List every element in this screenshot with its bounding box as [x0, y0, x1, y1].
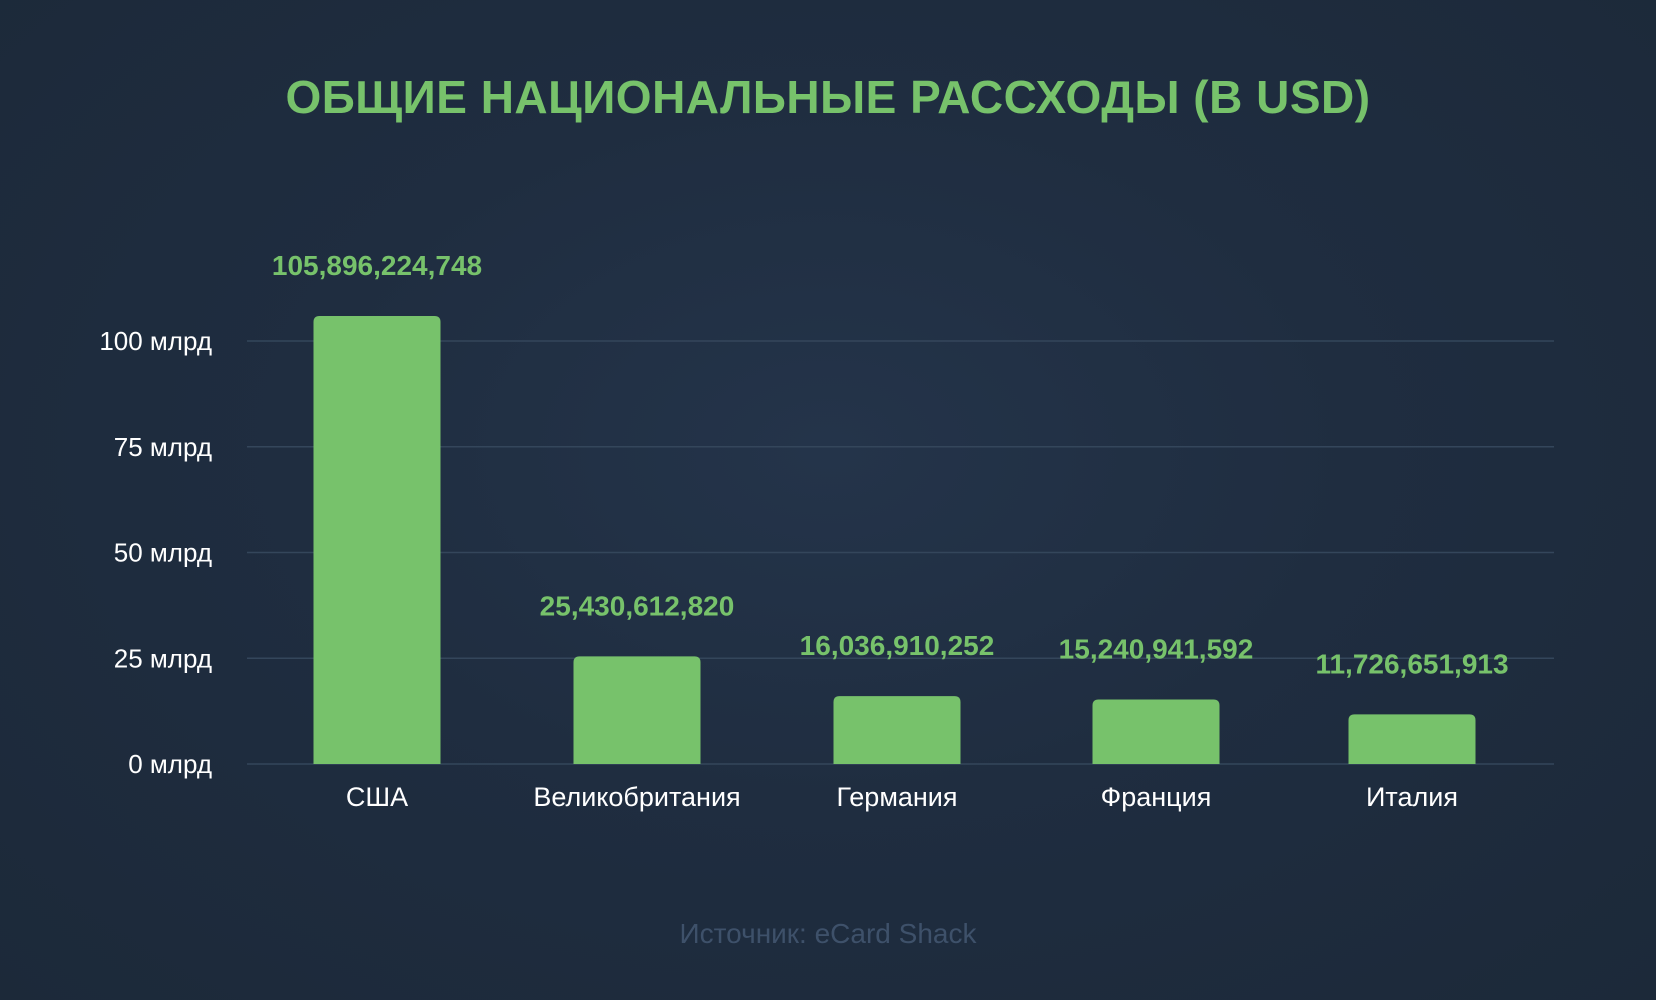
bar [313, 316, 441, 764]
source-note: Источник: eCard Shack [679, 918, 977, 949]
data-label: 16,036,910,252 [800, 630, 995, 661]
y-tick-label: 75 млрд [114, 432, 212, 462]
data-label: 11,726,651,913 [1315, 648, 1508, 679]
y-tick-label: 50 млрд [114, 538, 212, 568]
x-tick-label: Италия [1366, 782, 1458, 812]
bar [833, 696, 961, 764]
y-tick-label: 25 млрд [114, 643, 212, 673]
chart-title: ОБЩИЕ НАЦИОНАЛЬНЫЕ РАССХОДЫ (В USD) [285, 71, 1371, 123]
x-axis-category-labels: США Великобритания Германия Франция Италия [346, 782, 1458, 812]
x-tick-label: США [346, 782, 408, 812]
y-axis-tick-labels: 0 млрд 25 млрд 50 млрд 75 млрд 100 млрд [99, 326, 212, 779]
bars [313, 316, 1476, 764]
x-tick-label: Великобритания [533, 782, 740, 812]
data-label: 15,240,941,592 [1059, 634, 1254, 665]
bar [1348, 714, 1476, 764]
data-label: 25,430,612,820 [540, 590, 735, 621]
bar [1092, 699, 1220, 764]
bar-chart: 0 млрд 25 млрд 50 млрд 75 млрд 100 млрд 105,… [99, 250, 1554, 812]
gridlines [247, 340, 1554, 765]
value-labels: 105,896,224,748 25,430,612,820 16,036,910,… [272, 250, 1509, 679]
data-label: 105,896,224,748 [272, 250, 482, 281]
x-tick-label: Германия [836, 782, 957, 812]
bar [573, 656, 701, 764]
y-tick-label: 0 млрд [128, 749, 212, 779]
x-tick-label: Франция [1101, 782, 1212, 812]
y-tick-label: 100 млрд [99, 326, 212, 356]
